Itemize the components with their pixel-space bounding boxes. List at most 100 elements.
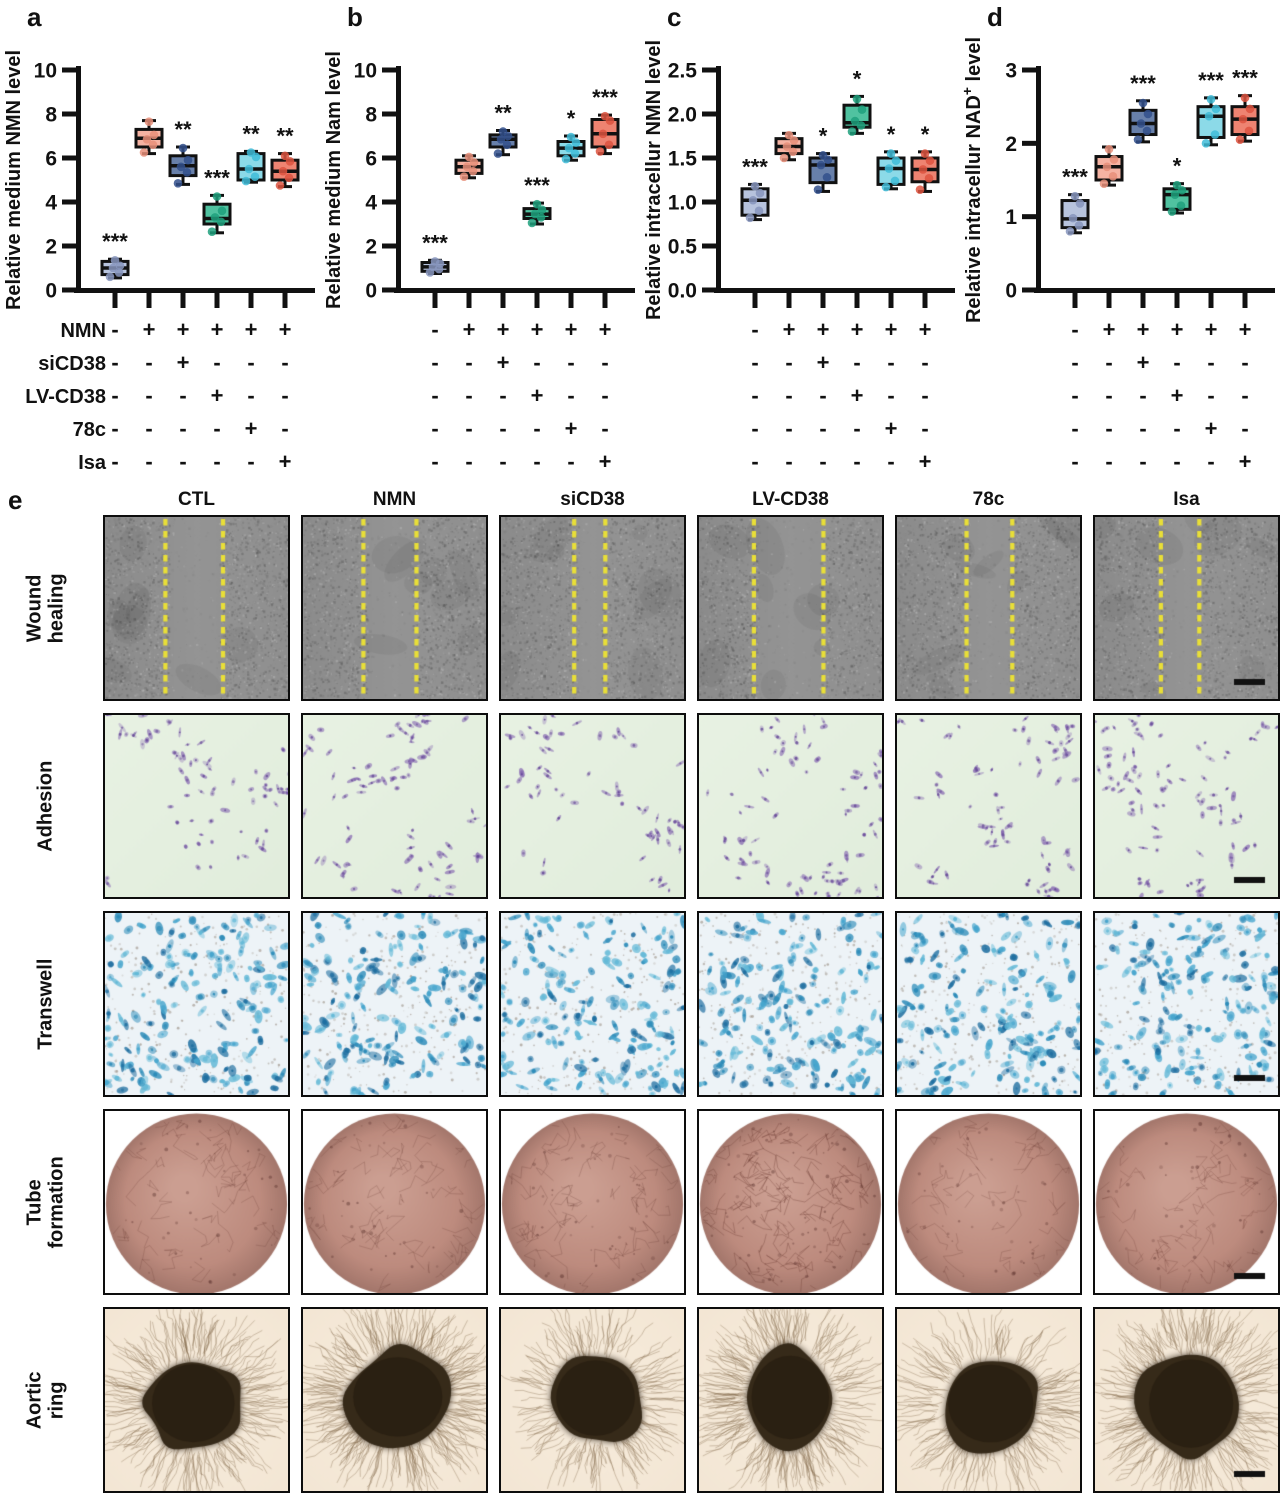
matrix-row-siCD38: - - + - - - (1071, 350, 1248, 375)
matrix-sign: - (751, 383, 758, 408)
matrix-sign: + (143, 317, 156, 342)
data-point (566, 132, 576, 142)
y-tick (62, 67, 77, 73)
micrograph-image-wound-siCD38 (501, 517, 684, 699)
matrix-sign: - (465, 383, 472, 408)
data-point (537, 205, 547, 214)
data-point (750, 181, 760, 191)
data-point (178, 143, 188, 153)
row-label-aortic: Aortic ring (0, 1307, 92, 1493)
data-point (925, 156, 935, 165)
data-point (462, 162, 472, 172)
matrix-sign: - (247, 383, 254, 408)
matrix-sign: - (499, 449, 506, 474)
micrograph-image-adhesion-78c (897, 715, 1080, 897)
matrix-sign: + (851, 317, 864, 342)
micrograph-cell-transwell-LV-CD38 (697, 911, 884, 1097)
data-point (1211, 104, 1221, 114)
data-point (527, 218, 537, 228)
box-group-CTL (420, 257, 450, 277)
data-point (115, 261, 125, 271)
box-group-NMN (1094, 144, 1124, 188)
y-tick-label: 0 (365, 280, 377, 303)
data-point (142, 135, 152, 144)
x-axis (74, 288, 315, 293)
box-group-78c (1196, 95, 1226, 148)
data-point (183, 155, 193, 165)
matrix-sign: - (1071, 317, 1078, 342)
significance-siCD38: * (819, 124, 828, 149)
data-point (212, 192, 222, 201)
micrograph-cell-wound-LV-CD38 (697, 515, 884, 701)
matrix-sign: - (1105, 416, 1112, 441)
matrix-sign: + (1205, 416, 1218, 441)
micrograph-image-wound-78c (897, 517, 1080, 699)
y-tick-label: 1 (1005, 206, 1017, 229)
box-group-siCD38 (1128, 98, 1158, 144)
y-tick-label: 0.0 (668, 280, 697, 303)
matrix-sign: - (601, 416, 608, 441)
data-point (108, 263, 118, 273)
micrograph-image-adhesion-LV-CD38 (699, 715, 882, 897)
y-tick (62, 199, 77, 205)
data-point (139, 148, 149, 157)
matrix-sign: - (1071, 449, 1078, 474)
matrix-sign: - (111, 416, 118, 441)
matrix-row-label: NMN (60, 320, 106, 342)
matrix-row-siCD38: siCD38- - + - - - (38, 350, 288, 375)
micrograph-image-wound-LV-CD38 (699, 517, 882, 699)
matrix-sign: - (533, 350, 540, 375)
box-group-78c (876, 149, 906, 192)
micrograph-image-tube-Isa (1095, 1111, 1278, 1293)
x-tick (888, 293, 894, 308)
matrix-sign: + (1137, 317, 1150, 342)
matrix-sign: - (567, 449, 574, 474)
x-tick (282, 293, 288, 308)
data-point (570, 149, 580, 158)
matrix-sign: + (565, 317, 578, 342)
y-tick (382, 67, 397, 73)
data-point (1201, 139, 1211, 148)
y-axis-title: Relative intracellur NAD+ level (960, 37, 985, 323)
y-tick (702, 111, 717, 117)
y-tick-label: 2 (45, 236, 57, 259)
panel-b: b 0 2 4 6 8 10 Relative medium Nam level *** ** *… (320, 0, 640, 487)
data-point (1136, 119, 1146, 128)
matrix-sign: - (601, 350, 608, 375)
row-label-tube: Tube formation (0, 1109, 92, 1295)
data-point (1109, 155, 1119, 164)
matrix-sign: - (601, 383, 608, 408)
matrix-sign: - (213, 416, 220, 441)
matrix-row-NMN: - + + + + + (1071, 317, 1251, 342)
data-point (173, 179, 183, 188)
matrix-row-label: 78c (73, 419, 106, 441)
y-tick (382, 111, 397, 117)
matrix-sign: - (281, 416, 288, 441)
micrograph-image-tube-LV-CD38 (699, 1111, 882, 1293)
matrix-sign: + (599, 317, 612, 342)
significance-Isa: *** (592, 85, 618, 110)
data-point (464, 152, 474, 162)
matrix-sign: - (1241, 416, 1248, 441)
data-point (600, 111, 610, 121)
x-tick (568, 293, 574, 308)
data-point (1170, 190, 1180, 199)
significance-LV-CD38: * (1173, 154, 1182, 179)
matrix-row-NMN: - + + + + + (751, 317, 931, 342)
matrix-sign: - (431, 449, 438, 474)
matrix-row-78c: 78c - - - - + - (73, 416, 289, 441)
matrix-row-NMN: - + + + + + (431, 317, 611, 342)
matrix-sign: - (567, 350, 574, 375)
matrix-sign: - (533, 416, 540, 441)
data-point (852, 94, 862, 104)
significance-78c: ** (242, 121, 260, 146)
y-tick (702, 287, 717, 293)
matrix-sign: - (465, 449, 472, 474)
data-point (105, 272, 115, 282)
data-point (816, 160, 826, 170)
data-point (176, 162, 186, 172)
data-point (246, 148, 256, 157)
matrix-sign: - (499, 383, 506, 408)
micrograph-cell-transwell-Isa (1093, 911, 1280, 1097)
